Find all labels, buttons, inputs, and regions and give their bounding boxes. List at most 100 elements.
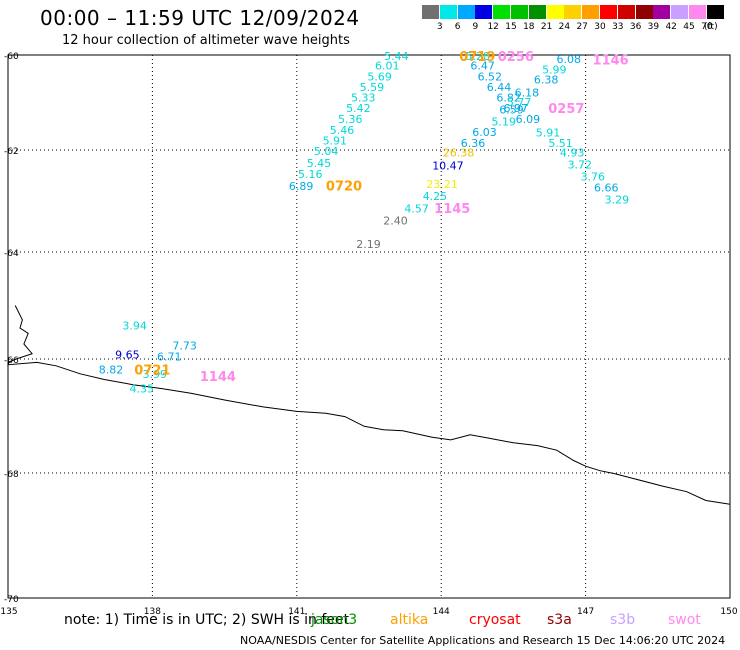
footer-note: note: 1) Time is in UTC; 2) SWH is in fe… xyxy=(64,612,350,628)
antarctic-coastline xyxy=(7,305,731,505)
wave-height-label: 6.18 xyxy=(515,87,540,100)
legend-swatch xyxy=(422,5,439,19)
wave-height-label: 6.38 xyxy=(534,74,559,87)
pass-time-label: 1144 xyxy=(200,370,236,385)
wave-height-label: 5.45 xyxy=(307,157,332,170)
legend-tick-label: 70 xyxy=(701,22,713,32)
wave-height-label: 6.59 xyxy=(499,104,524,117)
wave-height-label: 5.19 xyxy=(492,116,517,129)
legend-swatch xyxy=(528,5,546,19)
map-frame xyxy=(7,54,731,599)
legend-swatch xyxy=(635,5,653,19)
wave-height-label: 6.03 xyxy=(472,126,497,139)
longitude-tick-label: 147 xyxy=(577,607,594,617)
map-title: 00:00 – 11:59 UTC 12/09/2024 xyxy=(40,6,360,30)
wave-height-label: 6.09 xyxy=(516,113,541,126)
longitude-tick-label: 138 xyxy=(144,607,161,617)
legend-tick-label: 27 xyxy=(576,22,588,32)
wave-height-label: 5.33 xyxy=(351,91,376,104)
wave-height-label: 3.76 xyxy=(581,171,606,184)
legend-swatch xyxy=(671,5,689,19)
wave-height-label: 5.42 xyxy=(346,102,371,115)
legend-tick-label: 33 xyxy=(612,22,624,32)
pass-time-label: 0257 xyxy=(548,102,584,117)
latitude-tick-label: -64 xyxy=(4,249,19,259)
legend-swatch xyxy=(475,5,493,19)
legend-swatch xyxy=(617,5,635,19)
wave-height-label: 3.72 xyxy=(568,158,593,171)
legend-tick-label: 42 xyxy=(665,22,677,32)
wave-height-label: 5.44 xyxy=(384,50,409,63)
wave-height-label: 4.25 xyxy=(423,190,448,203)
wave-height-label: 5.04 xyxy=(314,145,339,158)
wave-height-label: 5.36 xyxy=(338,113,363,126)
legend-swatch xyxy=(689,5,706,19)
wave-height-label: 9.65 xyxy=(115,349,140,362)
legend-tick-label: 39 xyxy=(647,22,660,32)
legend-swatch xyxy=(439,5,457,19)
wave-height-label: 5.91 xyxy=(323,135,348,148)
legend-tick-label: 12 xyxy=(487,22,499,32)
legend-swatch xyxy=(600,5,617,19)
wave-height-label: 6.66 xyxy=(594,182,619,195)
legend-swatch xyxy=(546,5,564,19)
legend-tick-label: 45 xyxy=(683,22,695,32)
legend-swatch xyxy=(493,5,511,19)
pass-time-label: 0720 xyxy=(326,180,362,195)
pass-time-label: 0721 xyxy=(134,363,170,378)
wave-height-label: 5.51 xyxy=(548,137,573,150)
legend-swatch xyxy=(511,5,528,19)
wave-height-label: 6.97 xyxy=(504,102,529,115)
pass-time-label: 0256 xyxy=(498,50,534,65)
legend-tick-label: 3 xyxy=(436,22,443,32)
legend-swatch xyxy=(653,5,671,19)
legend-tick-label: 30 xyxy=(594,22,606,32)
latitude-tick-label: -66 xyxy=(4,356,19,366)
legend-swatch xyxy=(564,5,582,19)
wave-height-label: 8.82 xyxy=(99,363,124,376)
wave-height-label: 6.47 xyxy=(470,59,495,72)
longitude-tick-label: 144 xyxy=(433,607,450,617)
wave-height-label: 3.29 xyxy=(605,193,630,206)
wave-height-label: 6.08 xyxy=(557,53,582,66)
pass-time-label: 0719 xyxy=(459,50,495,65)
wave-height-label: 6.71 xyxy=(157,350,182,363)
wave-height-label: 5.77 xyxy=(507,96,532,109)
wave-height-label: 26.38 xyxy=(443,147,475,160)
satellite-legend-item: swot xyxy=(668,612,701,628)
pass-time-label: 1145 xyxy=(434,202,470,217)
wave-height-label: 5.16 xyxy=(298,168,323,181)
legend-tick-label: 9 xyxy=(472,22,479,32)
wave-height-label: 4.57 xyxy=(404,203,429,216)
legend-swatch xyxy=(582,5,600,19)
wave-height-label: 2.40 xyxy=(383,214,408,227)
wave-height-label: 5.69 xyxy=(367,70,392,83)
wave-height-label: 6.89 xyxy=(289,180,314,193)
wave-height-label: 6.01 xyxy=(375,59,400,72)
wave-height-label: 4.35 xyxy=(130,383,155,396)
wave-height-label: 3.99 xyxy=(143,368,168,381)
wave-height-label: 2.19 xyxy=(356,238,381,251)
satellite-legend-item: s3a xyxy=(547,612,572,628)
wave-height-label: 4.93 xyxy=(560,147,585,160)
satellite-legend-item: altika xyxy=(390,612,429,628)
latitude-tick-label: -62 xyxy=(4,147,19,157)
wave-height-label: 6.36 xyxy=(461,137,486,150)
legend-swatch xyxy=(457,5,475,19)
wave-height-label: 23.21 xyxy=(426,178,458,191)
legend-tick-label: 24 xyxy=(558,22,571,32)
legend-unit-label: (ft) xyxy=(704,22,718,32)
wave-height-label: 3.94 xyxy=(122,319,147,332)
legend-tick-label: 15 xyxy=(505,22,517,32)
wave-height-label: 6.44 xyxy=(487,81,512,94)
wave-height-label: 7.73 xyxy=(172,340,197,353)
longitude-tick-label: 150 xyxy=(720,607,737,617)
pass-time-label: 1146 xyxy=(593,53,629,68)
legend-tick-label: 36 xyxy=(629,22,642,32)
wave-height-label: 6.82 xyxy=(496,91,521,104)
wave-height-label: 5.99 xyxy=(542,63,567,76)
satellite-legend-item: cryosat xyxy=(469,612,521,628)
latitude-tick-label: -70 xyxy=(4,595,19,605)
footer-credit: NOAA/NESDIS Center for Satellite Applica… xyxy=(240,634,726,647)
